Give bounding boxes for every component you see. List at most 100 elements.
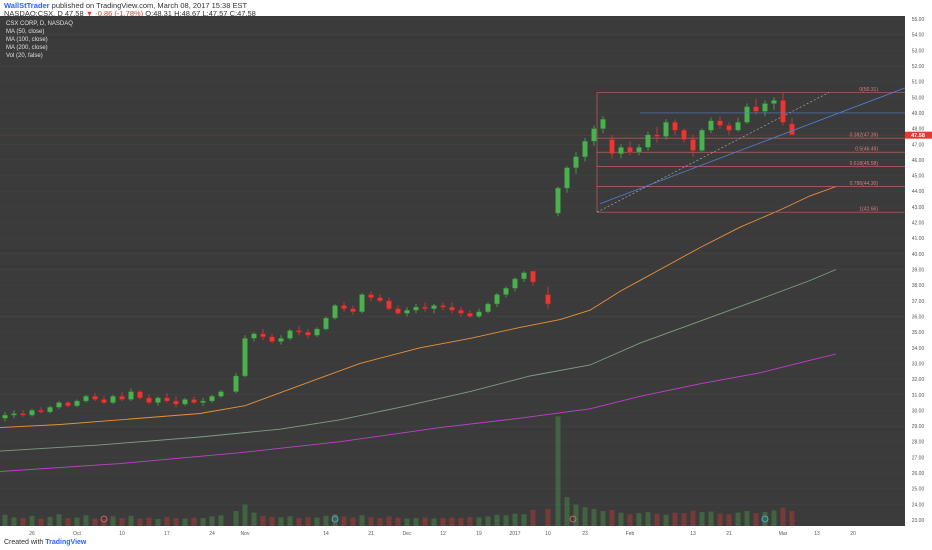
published-header: WallStTrader published on TradingView.co…: [0, 0, 932, 18]
candle-up: [582, 140, 588, 157]
volume-bar: [681, 513, 687, 526]
candle-up: [512, 278, 518, 289]
published-text: published on TradingView.com, March 08, …: [51, 1, 248, 10]
volume-bar: [137, 518, 143, 526]
volume-bar: [29, 515, 35, 526]
volume-bar: [251, 512, 257, 526]
footer: Created with TradingView: [0, 538, 932, 550]
time-axis[interactable]: [0, 526, 905, 538]
volume-bar: [699, 512, 705, 526]
volume-bar: [708, 511, 714, 526]
volume-bar: [350, 517, 356, 526]
price-tick-label: 34.00: [912, 346, 925, 352]
candle-up: [744, 106, 750, 123]
fib-level-label: 0.5(46.49): [855, 147, 878, 153]
time-tick-label: Dec: [403, 531, 412, 537]
candle-down: [780, 100, 786, 123]
candle-up: [485, 303, 491, 312]
volume-bar: [83, 515, 89, 526]
volume-bar: [56, 514, 62, 526]
candle-up: [83, 396, 89, 402]
volume-bar: [530, 509, 536, 526]
price-chart[interactable]: 0(50.31) 0.382(47.39) 0.5(46.49) 0.618(45.5…: [0, 16, 932, 538]
price-tick-label: 41.00: [912, 236, 925, 242]
candle-up: [494, 294, 500, 305]
candle-up: [476, 311, 482, 317]
volume-bar: [233, 511, 239, 526]
chart-area[interactable]: 0(50.31) 0.382(47.39) 0.5(46.49) 0.618(45.5…: [0, 16, 932, 538]
volume-bar: [287, 516, 293, 526]
volume-bar: [395, 517, 401, 526]
candle-up: [591, 128, 597, 142]
candle-up: [618, 147, 624, 154]
volume-bar: [278, 517, 284, 526]
tradingview-logo[interactable]: TradingView: [45, 539, 87, 546]
candle-down: [191, 399, 197, 403]
volume-bar: [762, 512, 768, 526]
time-tick-label: 12: [440, 531, 446, 537]
fib-level-label: 0.618(45.58): [850, 161, 879, 167]
candle-up: [155, 397, 161, 403]
candle-up: [209, 396, 215, 402]
volume-bar: [476, 517, 482, 526]
volume-bar: [458, 517, 464, 526]
price-tick-label: 25.00: [912, 487, 925, 493]
volume-bar: [323, 515, 329, 526]
volume-bars: [2, 416, 795, 526]
price-tick-label: 24.00: [912, 502, 925, 508]
candle-down: [260, 333, 266, 338]
volume-bar: [654, 513, 660, 526]
candle-down: [164, 397, 170, 402]
candle-up: [182, 399, 188, 405]
candle-down: [395, 308, 401, 314]
candle-down: [726, 125, 732, 131]
volume-bar: [627, 514, 633, 526]
candle-up: [323, 317, 329, 330]
ohlc-open: O:48.31: [145, 8, 172, 18]
fib-level-label: 1(42.66): [859, 207, 878, 213]
volume-bar: [11, 517, 17, 526]
candle-up: [413, 306, 419, 311]
event-marker-icon: [569, 515, 577, 523]
candle-down: [681, 129, 687, 140]
price-tick-label: 42.00: [912, 221, 925, 227]
volume-bar: [591, 508, 597, 526]
volume-bar: [173, 517, 179, 526]
candle-down: [386, 300, 392, 309]
candle-up: [287, 330, 293, 339]
volume-bar: [260, 515, 266, 526]
time-tick-label: 19: [476, 531, 482, 537]
time-tick-label: Nov: [241, 531, 250, 537]
volume-bar: [726, 514, 732, 526]
time-tick-label: Oct: [73, 531, 81, 537]
time-tick-label: 17: [164, 531, 170, 537]
candle-down: [368, 294, 374, 298]
candle-up: [74, 400, 80, 406]
volume-bar: [564, 497, 570, 526]
candle-down: [753, 106, 759, 112]
time-tick-label: 21: [368, 531, 374, 537]
fib-level-label: 0.786(44.30): [850, 181, 879, 187]
candle-down: [422, 306, 428, 309]
candle-up: [663, 122, 669, 137]
volume-bar: [20, 517, 26, 526]
volume-bar: [618, 512, 624, 526]
volume-bar: [242, 504, 248, 526]
price-axis[interactable]: [905, 16, 932, 538]
candle-down: [119, 396, 125, 400]
candle-up: [573, 156, 579, 168]
event-marker-icon: [761, 515, 769, 523]
username-link[interactable]: WallStTrader: [4, 1, 50, 10]
volume-bar: [359, 515, 365, 526]
volume-bar: [74, 517, 80, 526]
volume-bar: [467, 516, 473, 526]
price-tick-label: 40.00: [912, 252, 925, 258]
candle-down: [609, 139, 615, 154]
candle-down: [545, 294, 551, 305]
price-tick-label: 45.00: [912, 174, 925, 180]
volume-bar: [780, 507, 786, 526]
time-tick-label: 21: [726, 531, 732, 537]
event-marker-icon: [331, 515, 339, 523]
current-price-badge: [905, 131, 932, 139]
price-tick-label: 52.00: [912, 64, 925, 70]
